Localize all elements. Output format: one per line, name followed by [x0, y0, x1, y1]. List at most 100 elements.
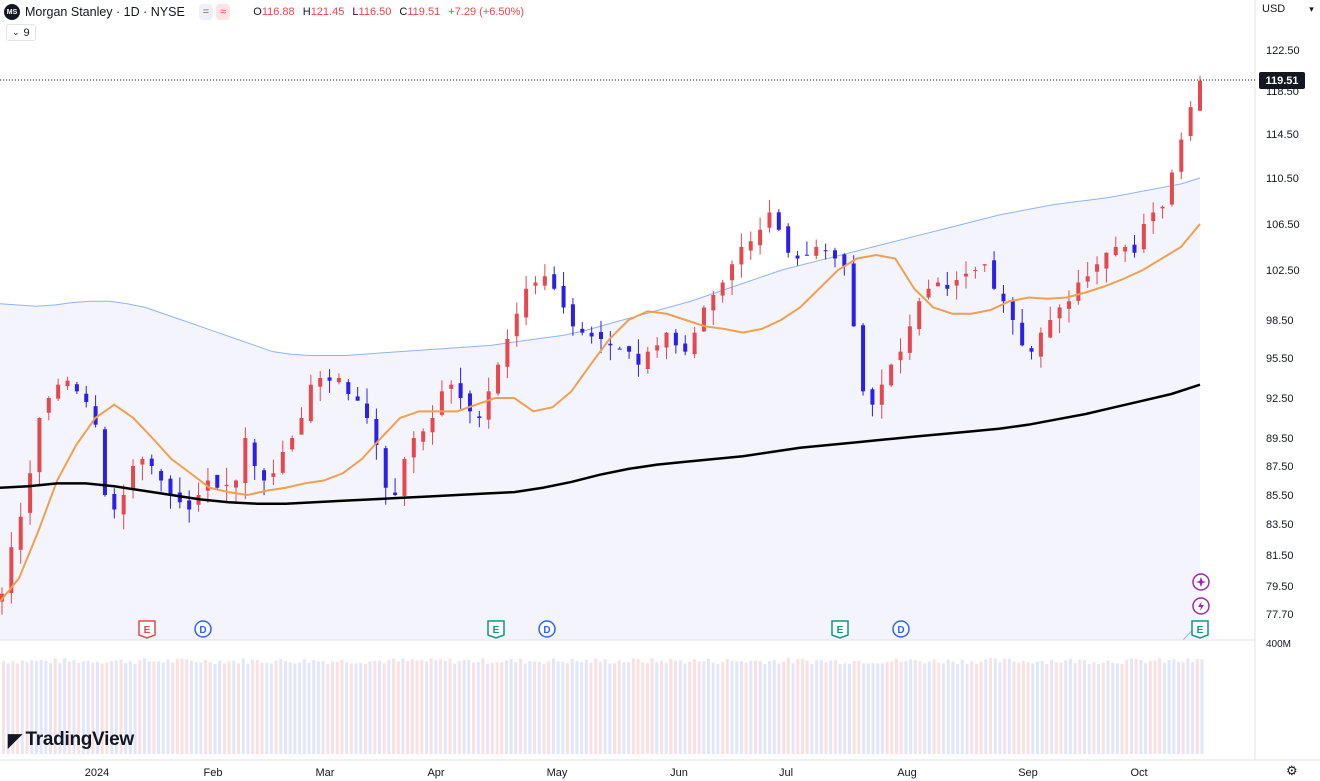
volume-bar	[91, 663, 95, 754]
volume-bar	[1078, 659, 1082, 754]
chevron-down-icon: ▾	[1309, 3, 1314, 14]
time-tick-label: May	[547, 767, 568, 779]
earnings-marker-icon[interactable]: E	[831, 620, 849, 639]
tradingview-logo[interactable]: ◤ TradingView	[8, 729, 134, 751]
compare-toggle[interactable]: =	[198, 4, 214, 20]
volume-bar	[133, 663, 137, 754]
candle-body	[599, 331, 603, 339]
settings-gear-icon[interactable]: ⚙	[1286, 763, 1298, 778]
candle-body	[1151, 212, 1156, 222]
candle-body	[1020, 322, 1025, 346]
volume-bar	[373, 660, 377, 754]
volume-bar	[645, 663, 649, 754]
upper-band-line	[0, 177, 1201, 356]
change-value: +7.29 (+6.50%)	[448, 6, 525, 18]
candle-body	[542, 276, 547, 286]
earnings-marker-icon[interactable]: E	[138, 620, 156, 639]
volume-bar	[570, 658, 574, 754]
volume-bar	[937, 662, 941, 754]
volume-bar	[631, 658, 635, 754]
volume-bar	[692, 659, 696, 754]
time-tick-label: Jul	[779, 767, 793, 779]
dividend-marker-icon[interactable]: D	[538, 620, 556, 638]
volume-bar	[255, 660, 259, 754]
ideas-marker-icon[interactable]	[1192, 573, 1210, 591]
candle-body	[1038, 332, 1043, 357]
candle-body	[926, 288, 931, 298]
volume-bar	[1026, 661, 1030, 754]
volume-bar	[909, 659, 913, 754]
volume-bar	[401, 658, 405, 754]
volume-bar	[218, 660, 222, 754]
svg-text:D: D	[199, 625, 206, 636]
volume-bar	[298, 662, 302, 754]
candle-body	[945, 284, 950, 289]
dividend-marker-icon[interactable]: D	[892, 620, 910, 638]
volume-bar	[481, 658, 485, 754]
earnings-marker-icon[interactable]: E	[487, 620, 505, 639]
volume-bar	[443, 660, 447, 754]
candle-body	[711, 295, 716, 311]
indicator-toggle-icon[interactable]: ≈	[216, 4, 231, 20]
volume-bar	[1054, 662, 1058, 754]
volume-bar	[1158, 658, 1162, 754]
volume-bar	[833, 659, 837, 754]
candle-body	[430, 418, 435, 433]
price-tick-label: 92.50	[1266, 393, 1294, 405]
candle-body	[917, 301, 922, 330]
volume-bar	[796, 658, 800, 754]
volume-bar	[1003, 658, 1007, 754]
volume-bar	[824, 662, 828, 754]
volume-bar	[1059, 662, 1063, 754]
volume-bar	[674, 660, 678, 754]
candle-body	[1141, 224, 1146, 250]
candle-body	[467, 393, 472, 412]
volume-bar	[984, 659, 988, 754]
candle-body	[458, 383, 463, 398]
volume-bar	[321, 661, 325, 754]
candle-body	[1001, 293, 1006, 302]
volume-bar	[396, 661, 400, 754]
volume-bar	[96, 661, 99, 754]
currency-selector[interactable]: USD ▾	[1262, 3, 1314, 15]
volume-bar	[237, 663, 240, 754]
candle-body	[9, 547, 14, 594]
price-tick-label: 79.50	[1266, 581, 1294, 593]
volume-bar	[617, 660, 621, 754]
volume-bar	[72, 659, 76, 754]
volume-bar	[608, 663, 612, 754]
volume-bar	[1172, 659, 1176, 754]
volume-bar	[25, 662, 29, 754]
candle-body	[252, 442, 257, 466]
volume-bar	[363, 663, 367, 754]
candle-body	[870, 389, 875, 405]
candle-body	[346, 382, 351, 394]
symbol-title[interactable]: Morgan Stanley · 1D · NYSE	[25, 5, 185, 19]
volume-bar	[307, 663, 311, 754]
earnings-marker-icon[interactable]: E	[1191, 620, 1209, 639]
volume-bar	[208, 662, 212, 754]
indicators-collapse-button[interactable]: ⌄ 9	[6, 24, 36, 41]
candle-body	[121, 495, 126, 515]
volume-bar	[222, 663, 226, 754]
volume-bar	[241, 658, 245, 754]
candle-body	[823, 250, 828, 252]
volume-bar	[368, 661, 372, 754]
candle-body	[159, 471, 164, 481]
volume-bar	[641, 662, 645, 754]
sma-slow-line	[0, 383, 1201, 505]
volume-bar	[683, 663, 687, 754]
candle-body	[477, 416, 482, 418]
price-tick-label: 85.50	[1266, 490, 1294, 502]
volume-bar	[556, 661, 560, 754]
volume-bar	[575, 660, 579, 754]
news-flash-marker-icon[interactable]	[1192, 597, 1210, 615]
svg-text:E: E	[837, 625, 844, 636]
volume-bar	[495, 662, 499, 754]
dividend-marker-icon[interactable]: D	[194, 620, 212, 638]
volume-bar	[1195, 659, 1199, 754]
candle-body	[290, 438, 295, 450]
price-tick-label: 102.50	[1266, 265, 1300, 277]
candle-body	[608, 343, 613, 346]
